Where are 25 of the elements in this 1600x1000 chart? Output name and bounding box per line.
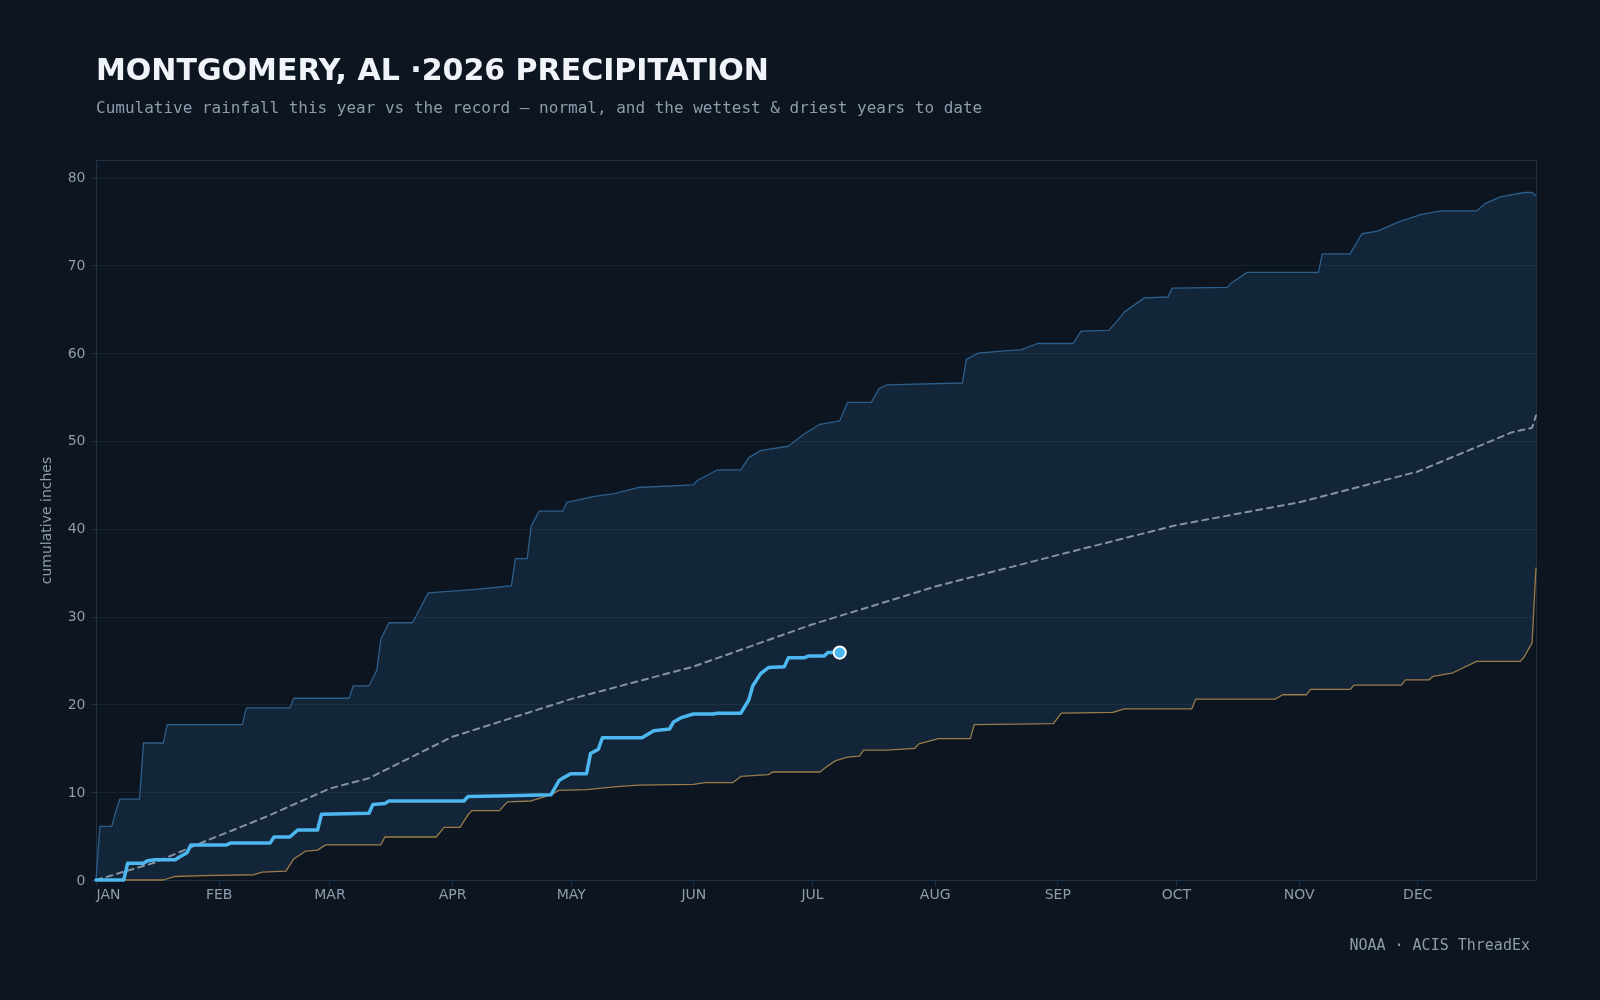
y-tick-label: 20 — [67, 695, 86, 712]
x-tick-label: SEP — [1044, 885, 1071, 902]
x-tick-label: MAY — [556, 885, 587, 902]
y-tick-label: 10 — [67, 783, 86, 800]
x-tick-label: NOV — [1283, 885, 1315, 902]
x-tick-label: JUL — [800, 885, 824, 902]
y-tick-label: 0 — [76, 871, 86, 888]
x-tick-label: APR — [438, 885, 467, 902]
y-tick-label: 50 — [67, 432, 86, 449]
x-tick-label: FEB — [205, 885, 233, 902]
y-axis-title: cumulative inches — [37, 456, 54, 585]
x-tick-label: AUG — [919, 885, 951, 902]
x-tick-label: JAN — [95, 885, 121, 902]
x-tick-label: DEC — [1403, 885, 1433, 902]
y-tick-label: 30 — [67, 608, 86, 625]
x-tick-label: JUN — [680, 885, 707, 902]
x-tick-label: MAR — [314, 885, 346, 902]
y-tick-label: 80 — [67, 169, 86, 186]
y-tick-label: 60 — [67, 344, 86, 361]
chart-subtitle: Cumulative rainfall this year vs the record — normal, and the wettest & driest years to date — [96, 98, 983, 117]
y-tick-label: 40 — [67, 520, 86, 537]
chart-title: MONTGOMERY, AL ·2026 PRECIPITATION — [96, 52, 769, 87]
y-tick-label: 70 — [67, 256, 86, 273]
x-tick-label: OCT — [1161, 885, 1192, 902]
text: NOAA · ACIS ThreadEx — [1349, 936, 1530, 954]
